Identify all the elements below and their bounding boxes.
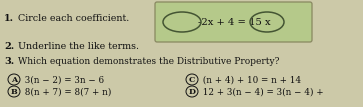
- Text: 2.: 2.: [4, 42, 14, 51]
- Text: 3.: 3.: [4, 57, 14, 66]
- FancyBboxPatch shape: [155, 2, 312, 42]
- Text: C: C: [189, 76, 195, 83]
- Text: Underline the like terms.: Underline the like terms.: [18, 42, 139, 51]
- Text: Which equation demonstrates the Distributive Property?: Which equation demonstrates the Distribu…: [18, 57, 280, 66]
- Text: 1.: 1.: [4, 14, 14, 23]
- Text: -2x + 4 = 15 x: -2x + 4 = 15 x: [198, 18, 270, 27]
- Text: (n + 4) + 10 = n + 14: (n + 4) + 10 = n + 14: [200, 76, 301, 85]
- Text: 12 + 3(n − 4) = 3(n − 4) +: 12 + 3(n − 4) = 3(n − 4) +: [200, 88, 324, 97]
- Text: A: A: [11, 76, 17, 83]
- Text: 3(n − 2) = 3n − 6: 3(n − 2) = 3n − 6: [22, 76, 104, 85]
- Text: Circle each coefficient.: Circle each coefficient.: [18, 14, 129, 23]
- Text: 8(n + 7) = 8(7 + n): 8(n + 7) = 8(7 + n): [22, 88, 111, 97]
- Text: D: D: [188, 88, 196, 96]
- Text: B: B: [11, 88, 17, 96]
